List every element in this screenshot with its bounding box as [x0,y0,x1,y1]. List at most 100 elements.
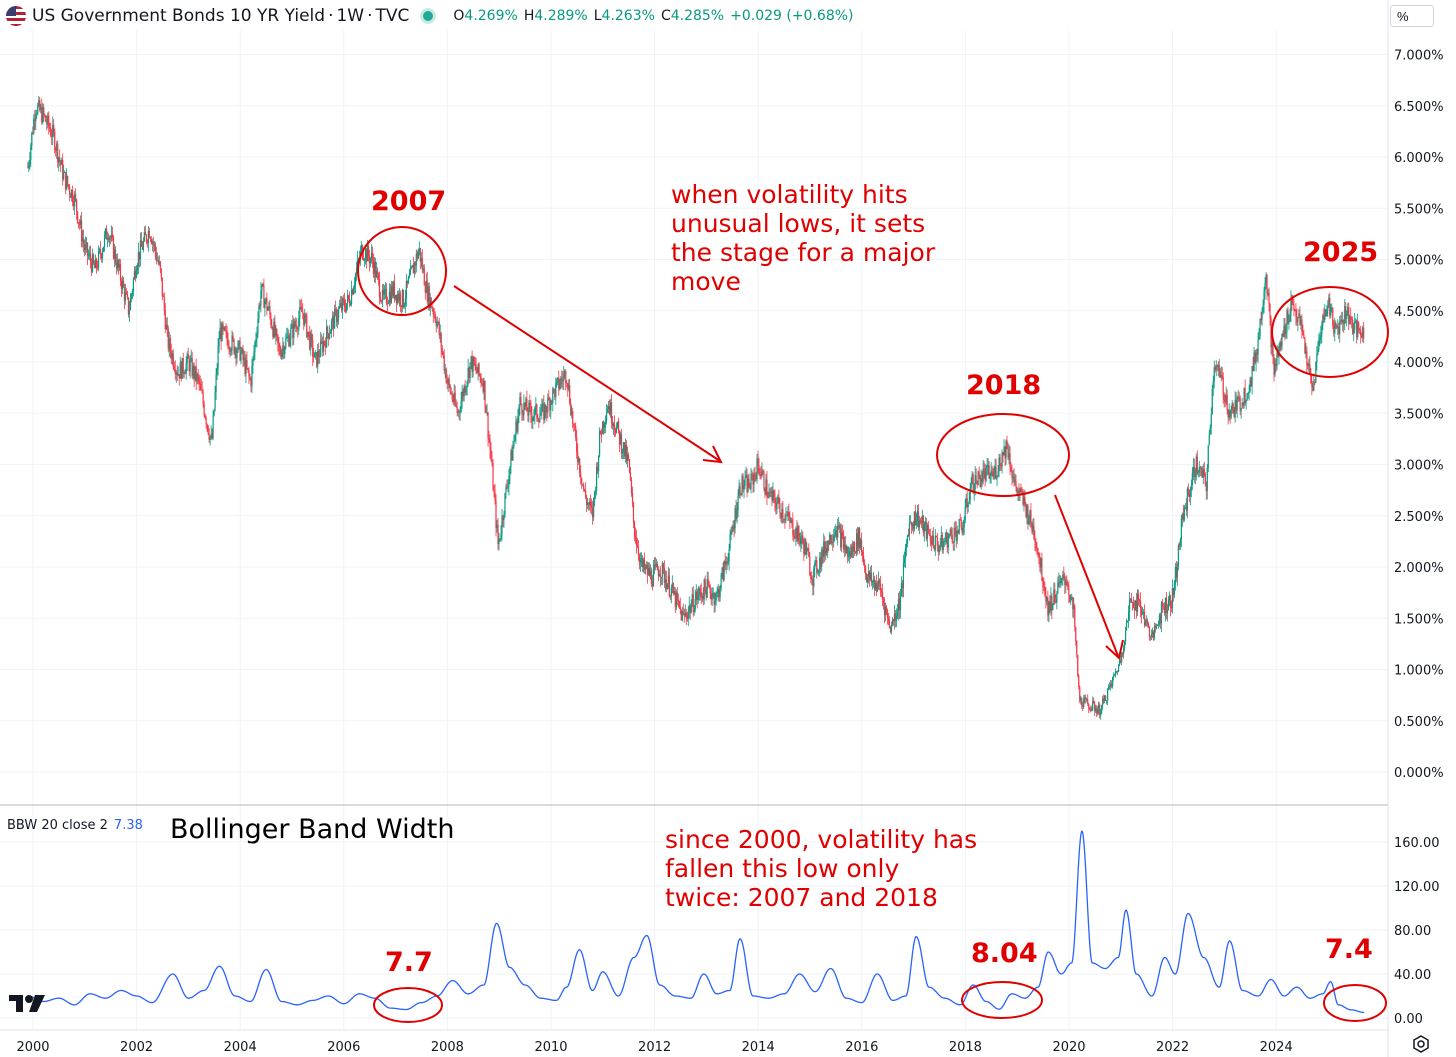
circle-2018[interactable] [936,413,1070,497]
circle-2025[interactable] [1271,286,1389,378]
indicator-name[interactable]: BBW 20 close 2 [7,818,108,833]
tradingview-logo-icon[interactable] [7,992,47,1014]
bbw-axis[interactable]: 0.00 40.00 80.00 120.00 160.00 [1394,836,1440,1027]
candle-body [573,424,575,426]
candle-body [259,305,261,307]
candle-body [1211,388,1213,415]
candle-body [905,543,908,549]
symbol-name[interactable]: US Government Bonds 10 YR Yield [32,6,326,26]
candle-body [297,329,299,330]
candle-body [713,593,715,605]
candle-body [901,583,904,589]
candle-body [352,288,355,295]
candle-body [1339,321,1341,335]
candle-body [1212,380,1214,389]
candle-body [54,131,56,151]
candle-body [311,334,313,340]
candle-body [632,502,635,522]
candle-body [851,546,853,558]
price-candles[interactable] [27,95,1365,720]
candle-body [149,237,151,240]
candle-body [884,607,887,616]
candle-body [1205,484,1207,491]
candle-body [777,497,779,504]
candle-body [426,280,428,302]
gear-icon[interactable] [1410,1034,1432,1054]
time-axis[interactable]: 2000 2002 2004 2006 2008 2010 2012 2014 2016 2018… [16,1040,1292,1055]
candle-body [858,527,860,549]
candle-body [1138,599,1141,601]
circle-bbw-2018[interactable] [961,981,1043,1019]
candle-body [1080,697,1082,701]
candle-body [1247,393,1249,394]
candle-body [618,430,621,445]
candle-body [1093,701,1095,704]
candle-body [375,270,378,278]
circle-2007[interactable] [357,226,447,316]
candle-body [790,519,792,523]
candle-body [699,588,701,592]
candle-body [1140,608,1143,615]
candle-body [493,490,495,492]
candle-body [756,458,758,480]
candle-body [1222,377,1224,396]
candle-body [353,284,356,289]
candle-body [1103,698,1105,701]
interval-label[interactable]: 1W [336,6,365,26]
indicator-value: 7.38 [113,818,143,833]
candle-body [115,262,118,269]
candle-body [313,356,315,358]
candle-body [117,259,120,269]
candle-body [1028,521,1030,524]
symbol-header[interactable]: US Government Bonds 10 YR Yield · 1W · T… [6,4,860,28]
candle-body [35,113,37,122]
candle-body [1083,698,1085,707]
candle-body [1143,612,1146,626]
indicator-legend[interactable]: BBW 20 close 2 7.38 [7,818,143,833]
candle-body [834,534,836,536]
circle-bbw-2007[interactable] [373,987,443,1023]
candle-body [231,335,233,351]
candle-body [656,563,658,570]
candle-body [1118,665,1120,672]
candle-body [368,256,371,264]
candle-body [1291,298,1293,304]
candle-body [782,508,784,519]
candle-body [448,379,450,385]
candle-body [614,429,617,433]
candle-body [184,373,186,375]
candle-body [687,611,689,619]
candle-body [555,383,557,398]
candle-body [1096,708,1098,714]
candle-body [60,161,62,165]
arrow-2007-line[interactable] [453,285,721,462]
candle-body [804,539,806,554]
candle-body [1152,631,1155,638]
candle-body [381,289,384,302]
candle-body [994,467,996,472]
circle-bbw-2025[interactable] [1323,984,1387,1022]
candle-body [772,490,774,501]
label-2007: 2007 [371,186,447,217]
candle-body [647,567,650,575]
candle-body [429,297,431,309]
price-axis[interactable]: 0.000% 0.500% 1.000% 1.500% 2.000% 2.500% 3.00… [1394,49,1444,782]
source-label: TVC [375,6,410,26]
candle-body [769,492,771,494]
candle-body [697,595,699,601]
annotation-shapes[interactable] [357,226,1389,1023]
candle-body [281,350,283,358]
candle-body [91,254,94,272]
candle-body [1000,465,1002,467]
candle-body [244,357,246,375]
candle-body [320,340,322,357]
candle-body [307,331,309,337]
scale-percent-button[interactable]: % [1390,5,1434,27]
main-annotation-text: when volatility hits unusual lows, it se… [671,180,936,296]
arrow-2018-line[interactable] [1054,494,1119,657]
candle-body [354,274,357,285]
candle-body [1183,507,1185,520]
bbw-line[interactable] [27,830,1365,1014]
candle-body [894,613,897,621]
